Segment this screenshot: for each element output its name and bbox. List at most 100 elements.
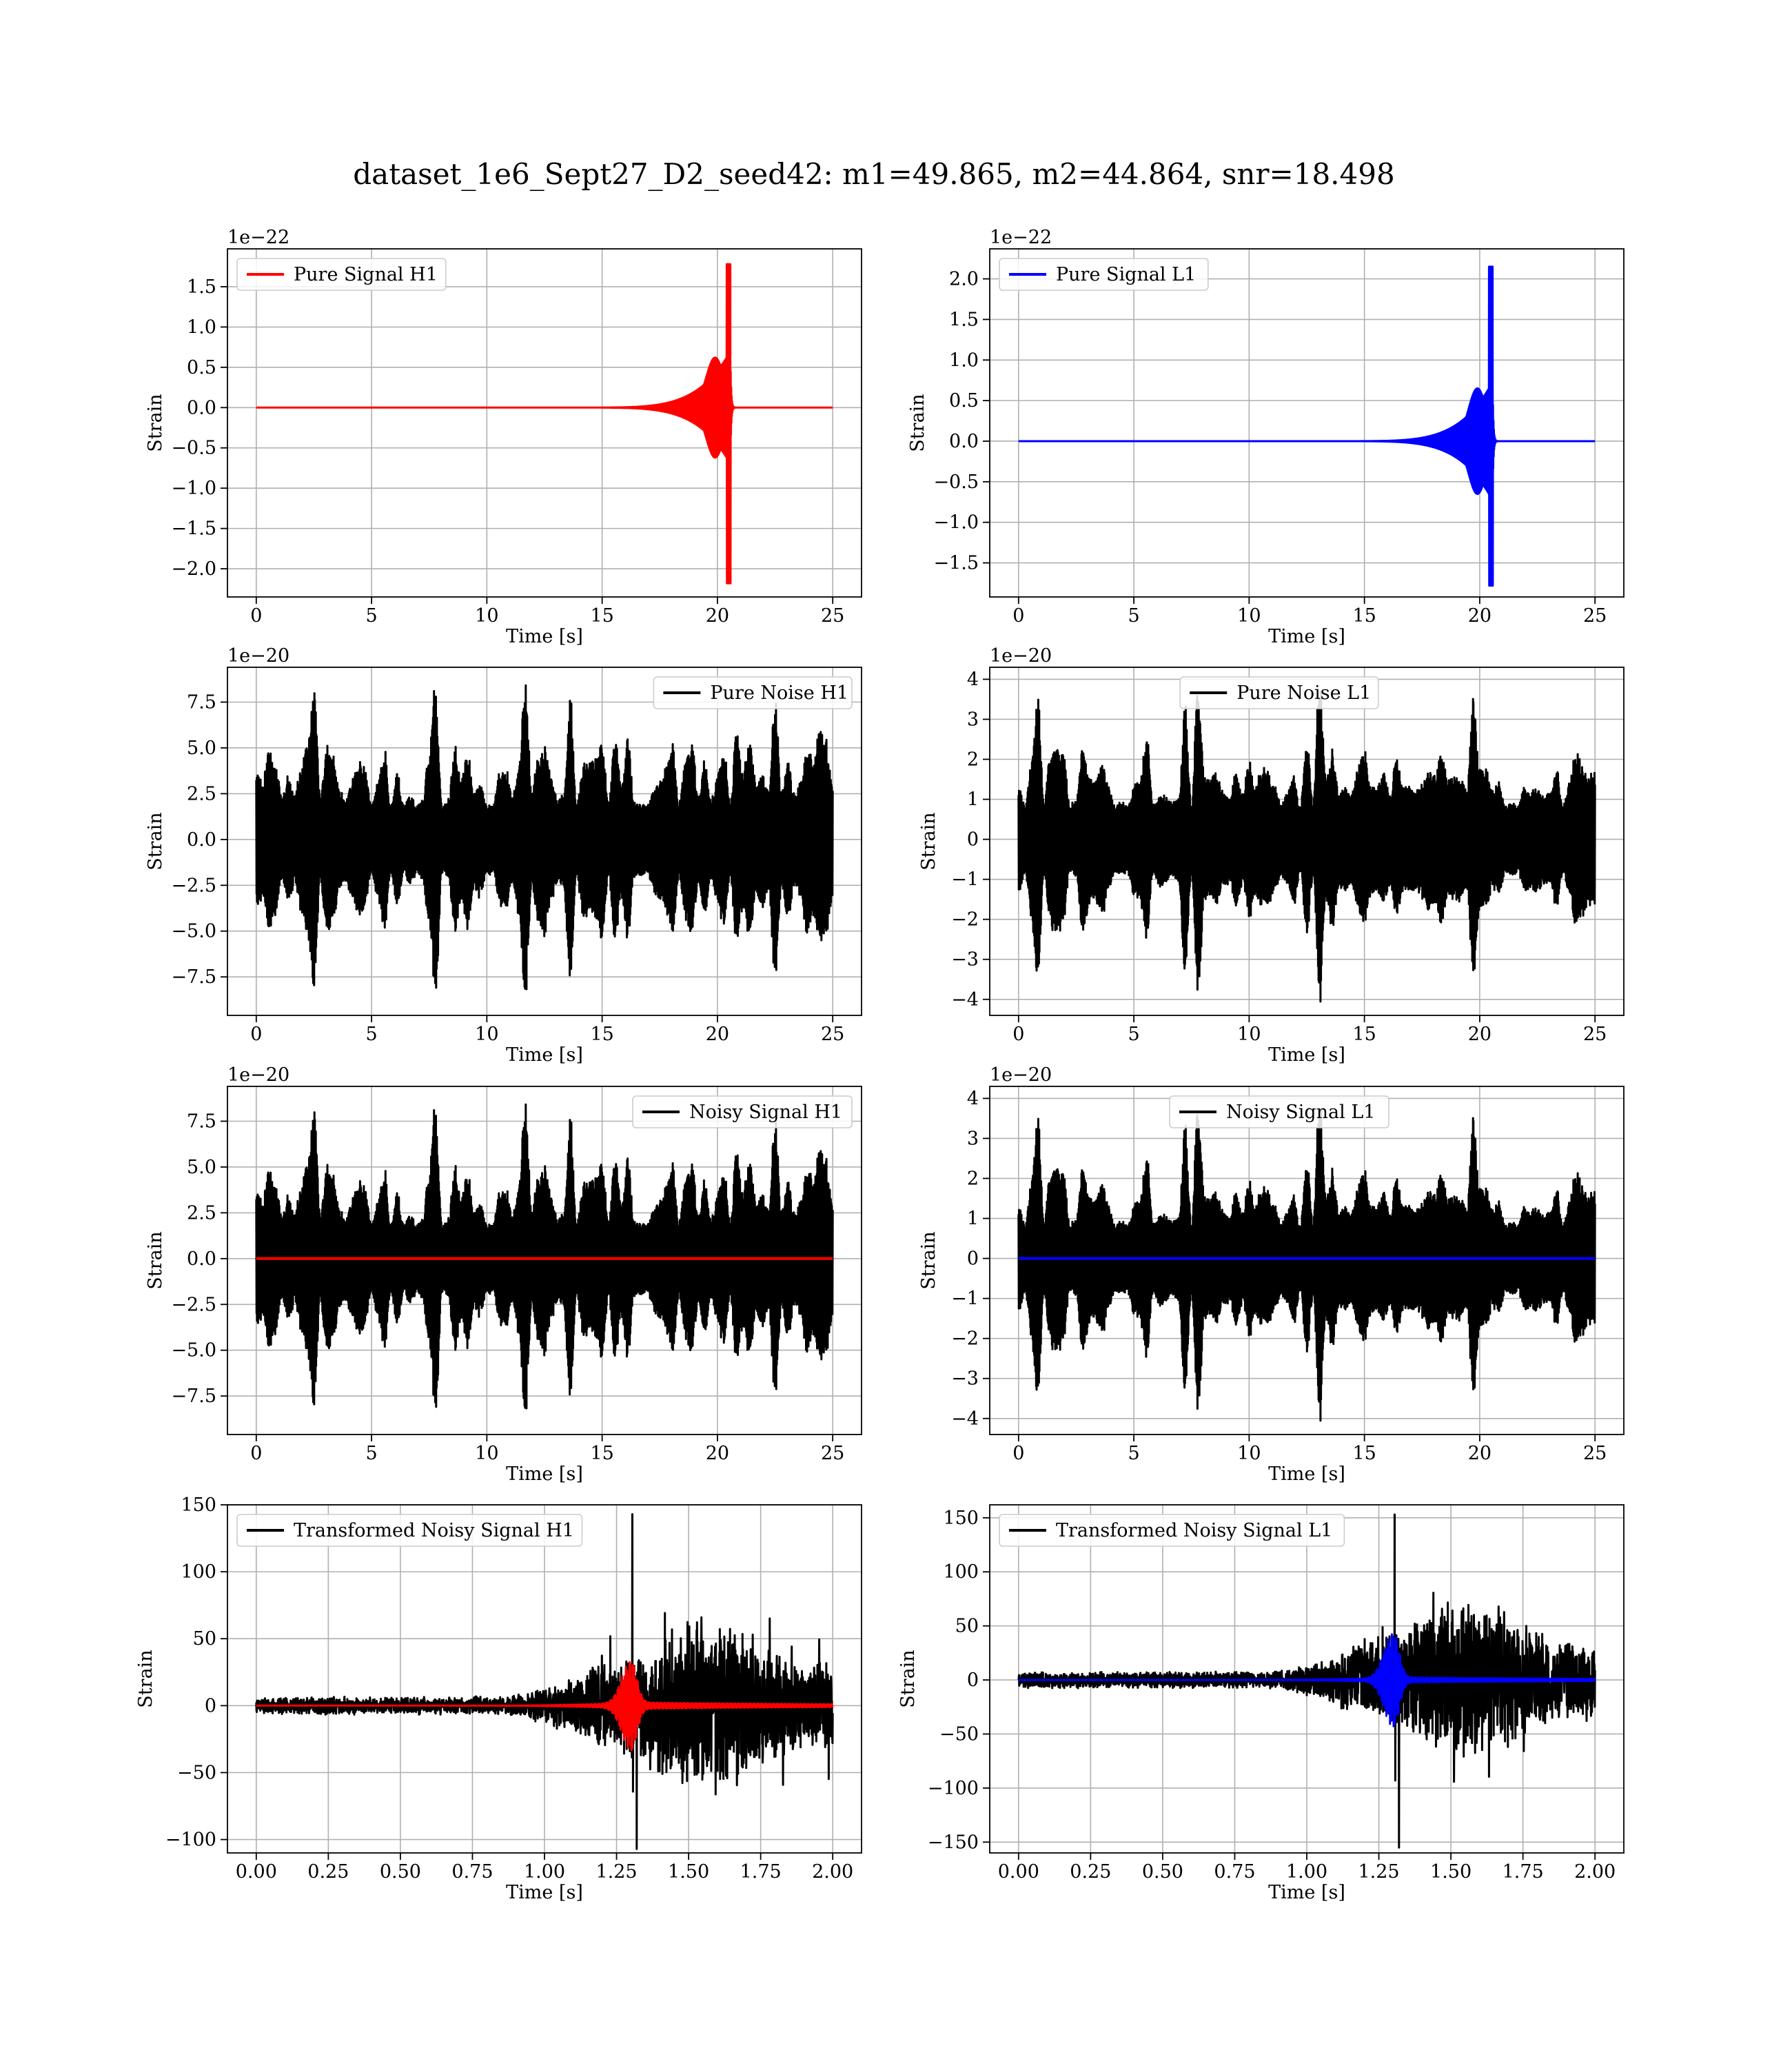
y-axis-label: Strain: [135, 1650, 156, 1707]
x-tick-label: 0: [250, 1443, 262, 1464]
legend: Transformed Noisy Signal H1: [236, 1514, 583, 1547]
x-tick-label: 15: [1352, 605, 1376, 627]
subplot-3: 0 5 10 15 20 25 −7.5 −5.0 −2.5 0.0 2.5 5.0 7.5 Time […: [145, 645, 862, 1066]
legend-box: [632, 1095, 853, 1128]
series-group: [1017, 265, 1596, 587]
y-tick-label: 5.0: [187, 1157, 216, 1178]
x-tick-label: 1.25: [1358, 1861, 1399, 1883]
y-tick-label: −2: [951, 909, 979, 931]
x-tick-label: 15: [590, 1024, 613, 1045]
y-tick-label: 1.0: [187, 316, 216, 338]
x-tick-label: 15: [590, 605, 613, 627]
x-axis-label: Time [s]: [1268, 1044, 1345, 1066]
x-tick-label: 15: [590, 1443, 613, 1464]
series-line-2: [1017, 1633, 1596, 1727]
y-tick-label: −3: [951, 949, 979, 971]
x-tick-label: 20: [706, 605, 729, 627]
y-tick-label: −1.0: [933, 512, 979, 534]
series-group: [1017, 1109, 1596, 1422]
legend-box: [1179, 676, 1379, 709]
x-axis-label: Time [s]: [1268, 1463, 1345, 1485]
series-line-2: [255, 1661, 834, 1752]
y-tick-label: 2.5: [187, 1202, 216, 1224]
legend-box: [236, 258, 447, 291]
y-tick-label: 2.0: [949, 269, 979, 290]
y-tick-label: −0.5: [171, 438, 216, 459]
y-tick-label: −100: [165, 1829, 216, 1851]
x-tick-label: 1.25: [595, 1861, 637, 1883]
axes-frame: [989, 1086, 1625, 1435]
x-tick-label: 20: [1468, 1024, 1491, 1045]
x-tick-label: 20: [706, 1443, 729, 1464]
x-tick-label: 0.25: [307, 1861, 349, 1883]
x-tick-label: 2.00: [812, 1861, 853, 1883]
y-axis-label: Strain: [918, 812, 939, 870]
legend-box: [653, 676, 853, 709]
y-tick-label: −2.0: [171, 558, 216, 580]
axis-offset-label: 1e−20: [990, 645, 1052, 667]
x-tick-label: 1.00: [524, 1861, 565, 1883]
legend-box: [236, 1514, 583, 1547]
x-tick-label: 5: [365, 1024, 377, 1045]
subplot-2: 0 5 10 15 20 25 −1.5 −1.0 −0.5 0.0 0.5 1.0 1.5 2.0 Tim…: [907, 227, 1625, 647]
legend-box: [999, 258, 1209, 291]
y-tick-label: 0: [967, 829, 979, 851]
x-axis-label: Time [s]: [1268, 1882, 1345, 1903]
y-tick-label: −50: [177, 1762, 216, 1783]
y-tick-label: 3: [967, 1128, 979, 1149]
x-tick-label: 1.50: [1430, 1861, 1472, 1883]
x-tick-label: 5: [1128, 1024, 1139, 1045]
axis-offset-label: 1e−20: [227, 645, 289, 667]
x-tick-label: 1.00: [1286, 1861, 1327, 1883]
y-tick-label: 2: [967, 1168, 979, 1190]
x-tick-label: 0: [250, 1024, 262, 1045]
x-tick-label: 10: [1237, 1024, 1261, 1045]
legend-label: Noisy Signal L1: [1226, 1102, 1375, 1123]
axes-frame: [989, 667, 1625, 1016]
series-group: [255, 1513, 834, 1850]
y-tick-label: −2.5: [171, 875, 216, 896]
y-tick-label: 0.0: [187, 1248, 216, 1270]
y-tick-label: −5.0: [171, 921, 216, 942]
axes-frame: [227, 248, 862, 598]
subplot-6: 0 5 10 15 20 25 −4 −3 −2 −1 0 1 2 3 4 Time [s] Strain 1e−…: [918, 1064, 1625, 1485]
series-group: [1017, 1513, 1596, 1849]
y-tick-label: 0.0: [187, 397, 216, 418]
x-tick-label: 20: [1468, 605, 1491, 627]
y-tick-label: 150: [181, 1494, 216, 1516]
axis-offset-label: 1e−20: [990, 1064, 1052, 1086]
x-tick-label: 25: [821, 1024, 844, 1045]
y-tick-label: 2.5: [187, 783, 216, 804]
y-tick-label: 3: [967, 709, 979, 730]
x-tick-label: 25: [821, 605, 844, 627]
y-tick-label: 5.0: [187, 738, 216, 759]
series-line-1: [255, 684, 834, 991]
series-line-1: [1017, 1109, 1596, 1422]
x-tick-label: 25: [821, 1443, 844, 1464]
x-tick-label: 0.00: [236, 1861, 277, 1883]
y-axis-label: Strain: [907, 394, 928, 452]
x-tick-label: 15: [1352, 1024, 1376, 1045]
y-tick-label: 150: [943, 1508, 979, 1529]
axes-frame: [227, 667, 862, 1016]
y-tick-label: −1.5: [171, 518, 216, 540]
y-tick-label: 0.5: [949, 390, 979, 412]
x-tick-label: 0: [1012, 1024, 1024, 1045]
series-group: [255, 684, 834, 991]
subplot-grid: 0 5 10 15 20 25−2.0−1.5−1.0−0.50.00.51.01.5Ti…: [135, 227, 1625, 1903]
y-tick-label: 7.5: [187, 1111, 216, 1133]
y-tick-label: 0.0: [949, 431, 979, 452]
x-tick-label: 0.50: [1142, 1861, 1183, 1883]
x-tick-label: 5: [365, 1443, 377, 1464]
legend: Pure Noise H1: [653, 676, 853, 709]
y-tick-label: 0.0: [187, 829, 216, 851]
axis-offset-label: 1e−22: [990, 227, 1052, 248]
y-tick-label: 100: [943, 1561, 979, 1583]
x-tick-label: 0.50: [380, 1861, 421, 1883]
legend-label: Pure Noise H1: [710, 682, 848, 704]
x-tick-label: 5: [365, 605, 377, 627]
y-tick-label: −3: [951, 1368, 979, 1390]
y-tick-label: −100: [928, 1778, 979, 1799]
x-axis-label: Time [s]: [1268, 626, 1345, 647]
